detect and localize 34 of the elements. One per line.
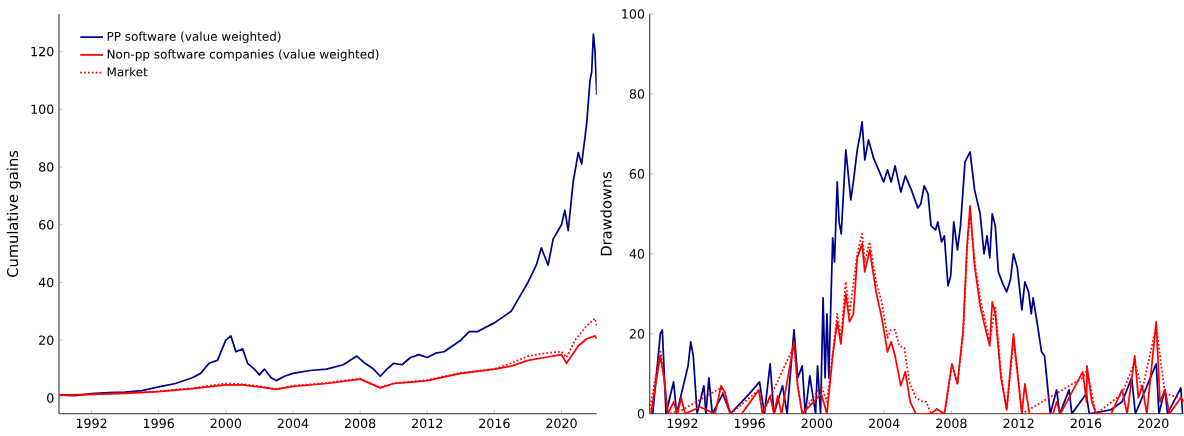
y-tick-label: 80 <box>629 89 645 99</box>
y-tick-label: 100 <box>622 9 645 19</box>
y-tick-label: 80 <box>39 162 54 172</box>
x-tick-label: 2020 <box>546 418 577 429</box>
x-tick-label: 1992 <box>667 418 698 429</box>
x-tick-label: 2020 <box>1138 418 1169 429</box>
y-tick-label: 40 <box>629 249 645 259</box>
x-tick-label: 2008 <box>344 418 376 429</box>
y-tick-label: 60 <box>39 220 54 230</box>
x-tick-label: 2016 <box>479 418 510 429</box>
x-tick-label: 2012 <box>412 418 443 429</box>
x-tick-label: 2012 <box>1003 418 1034 429</box>
x-tick-label: 1996 <box>734 418 765 429</box>
x-tick-label: 2016 <box>1070 418 1102 429</box>
x-tick-label: 1992 <box>76 418 107 429</box>
x-tick-label: 2008 <box>936 418 967 429</box>
legend-label: Non-pp software companies (value weighted) <box>107 49 379 62</box>
x-tick-label: 2004 <box>277 418 309 429</box>
y-tick-label: 100 <box>31 104 54 115</box>
y-tick-label: 20 <box>39 335 54 346</box>
legend-label: PP software (value weighted) <box>107 31 281 44</box>
y-tick-label: 40 <box>38 277 54 288</box>
y-axis-title: Drawdowns <box>600 171 612 256</box>
y-tick-label: 0 <box>637 409 645 419</box>
x-tick-label: 1996 <box>143 418 174 429</box>
x-tick-label: 2000 <box>210 418 242 429</box>
y-tick-label: 20 <box>629 329 645 339</box>
legend-label: Market <box>107 67 148 77</box>
x-tick-label: 2000 <box>801 418 833 429</box>
y-tick-label: 120 <box>31 46 54 57</box>
y-tick-label: 60 <box>629 169 645 179</box>
y-axis-title: Cumulative gains <box>6 150 21 277</box>
y-tick-label: 0 <box>47 393 54 403</box>
x-tick-label: 2004 <box>868 418 900 429</box>
